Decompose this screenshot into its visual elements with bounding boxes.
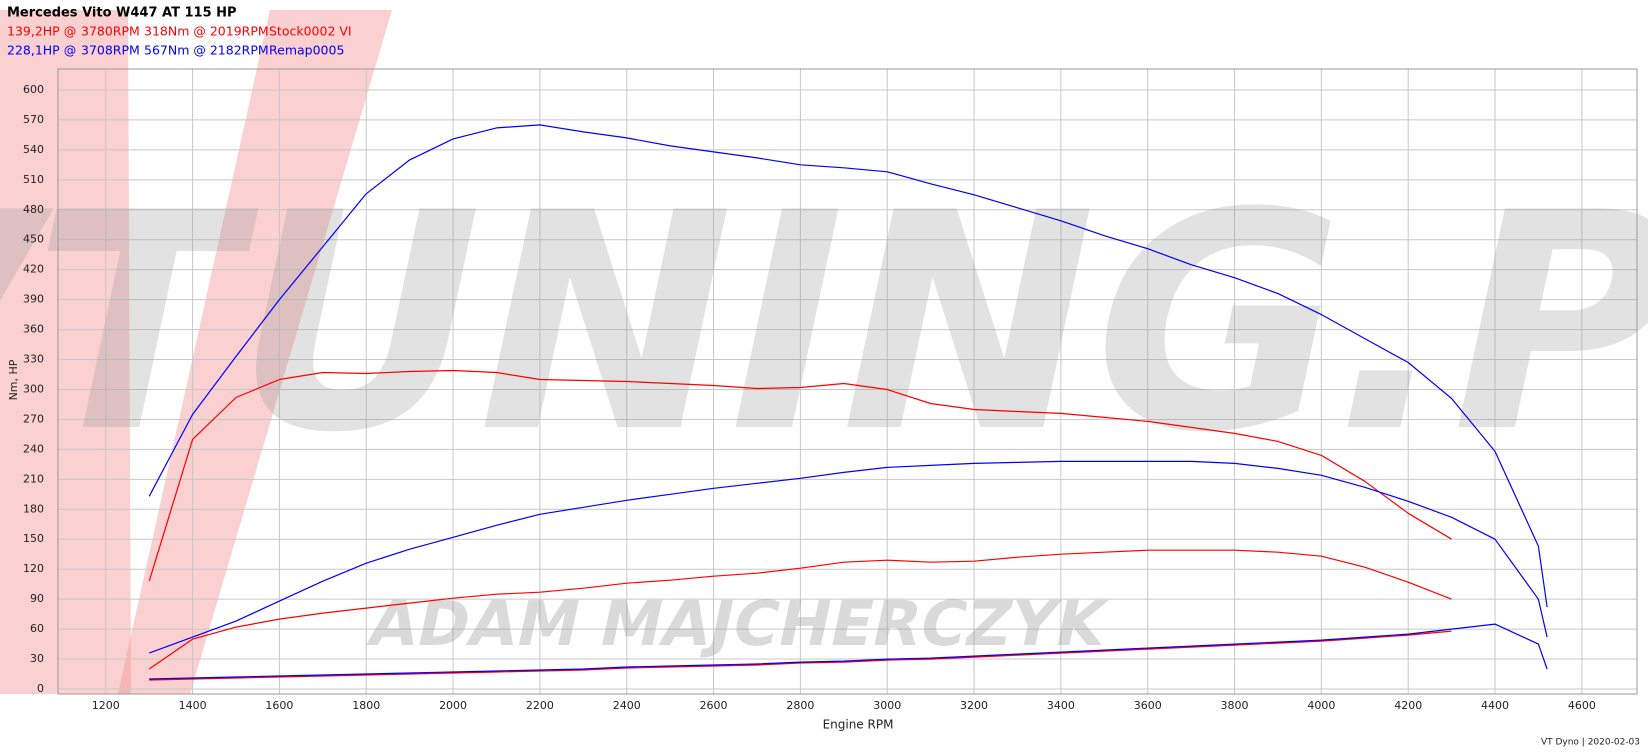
y-tick-label: 270 (23, 412, 44, 425)
x-tick-label: 2400 (613, 699, 641, 712)
footer: VT Dyno | 2020-02-03 (1541, 738, 1640, 748)
legend-text: 139,2HP @ (7, 24, 76, 39)
x-tick-label: 3000 (873, 699, 901, 712)
legend-text: 3780RPM (81, 24, 140, 39)
logo-v-left (0, 10, 131, 694)
x-tick-label: 4200 (1394, 699, 1422, 712)
y-axis-title: Nm, HP (7, 359, 20, 400)
plot-background (58, 69, 1637, 694)
y-tick-label: 450 (23, 233, 44, 246)
x-axis-title: Engine RPM (823, 718, 894, 732)
y-tick-label: 330 (23, 353, 44, 366)
legend-text: 567Nm @ 2182RPM (144, 43, 269, 58)
y-tick-label: 420 (23, 263, 44, 276)
y-tick-label: 210 (23, 472, 44, 485)
x-tick-label: 1600 (265, 699, 293, 712)
legend-text: 228,1HP @ (7, 43, 76, 58)
series-line (149, 623, 1548, 680)
y-tick-label: 150 (23, 532, 44, 545)
y-tick-label: 240 (23, 442, 44, 455)
x-tick-label: 3800 (1221, 699, 1249, 712)
plot-frame (57, 68, 1638, 695)
series-line (149, 630, 1452, 681)
x-tick-label: 3400 (1047, 699, 1075, 712)
x-tick-label: 2000 (439, 699, 467, 712)
legend-text: 318Nm @ 2019RPM (144, 24, 269, 39)
chart-title: Mercedes Vito W447 AT 115 HP (7, 6, 237, 21)
x-tick-label: 3200 (960, 699, 988, 712)
legend-text: Stock0002 VI (269, 24, 352, 39)
legend-text: 3708RPM (81, 43, 140, 58)
x-tick-label: 4000 (1307, 699, 1335, 712)
y-tick-label: 30 (30, 652, 44, 665)
x-tick-label: 1800 (352, 699, 380, 712)
x-tick-label: 3600 (1134, 699, 1162, 712)
x-tick-label: 2800 (786, 699, 814, 712)
y-tick-label: 180 (23, 502, 44, 515)
series-line (148, 460, 1548, 654)
watermark-group: VTUNING.PL ADAM MAJCHERCZYK (0, 148, 1648, 660)
y-tick-label: 570 (23, 113, 44, 126)
series-line (148, 549, 1452, 670)
y-tick-label: 0 (37, 682, 44, 695)
y-tick-label: 90 (30, 592, 44, 605)
y-tick-label: 540 (23, 143, 44, 156)
y-tick-label: 600 (23, 83, 44, 96)
y-tick-label: 510 (23, 173, 44, 186)
y-tick-label: 120 (23, 562, 44, 575)
x-tick-label: 2200 (526, 699, 554, 712)
x-tick-label: 4600 (1568, 699, 1596, 712)
x-tick-label: 2600 (700, 699, 728, 712)
y-tick-label: 60 (30, 622, 44, 635)
watermark-sub: ADAM MAJCHERCZYK (363, 588, 1115, 660)
watermark: VTUNING.PL (0, 148, 1648, 498)
x-tick-label: 1200 (92, 699, 120, 712)
y-tick-label: 480 (23, 203, 44, 216)
x-tick-label: 4400 (1481, 699, 1509, 712)
legend-text: Remap0005 (269, 43, 344, 58)
y-tick-label: 390 (23, 293, 44, 306)
y-tick-label: 360 (23, 323, 44, 336)
y-tick-label: 300 (23, 382, 44, 395)
x-tick-label: 1400 (179, 699, 207, 712)
series-line (148, 124, 1548, 608)
series-line (148, 369, 1452, 582)
logo-v-right (118, 10, 392, 694)
